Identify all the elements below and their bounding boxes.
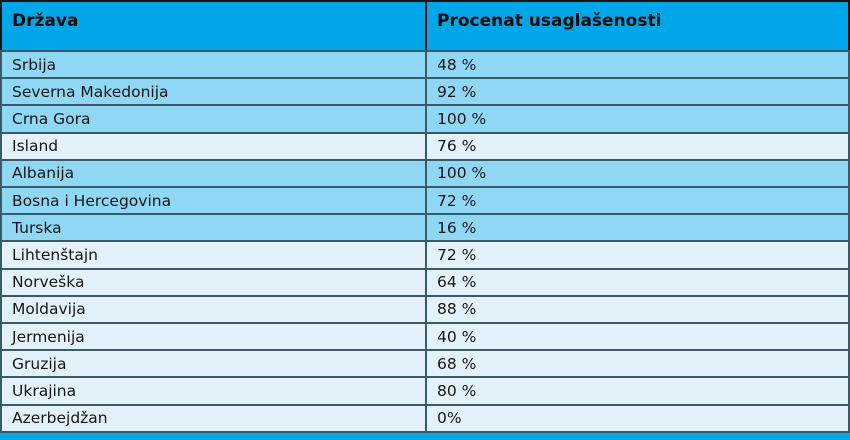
table-row: Island 76 %	[0, 131, 850, 161]
country-cell: Albanija	[0, 158, 427, 189]
table-row: Gruzija 68 %	[0, 349, 850, 379]
country-cell: Azerbejdžan	[0, 403, 427, 434]
header-row: Država Procenat usaglašenosti	[0, 0, 850, 52]
table-row: Severna Makedonija 92 %	[0, 77, 850, 107]
country-cell: Ukrajina	[0, 376, 427, 406]
country-cell: Jermenija	[0, 322, 427, 352]
percentage-cell: 92 %	[425, 77, 850, 107]
percentage-cell: 80 %	[425, 376, 850, 406]
country-cell: Moldavija	[0, 294, 427, 325]
percentage-cell: 100 %	[425, 158, 850, 189]
country-cell: Turska	[0, 213, 427, 243]
table-header: Država Procenat usaglašenosti	[0, 0, 850, 52]
table-row: Turska 16 %	[0, 213, 850, 243]
percentage-cell: 100 %	[425, 104, 850, 134]
country-cell: Bosna i Hercegovina	[0, 186, 427, 216]
country-cell: Severna Makedonija	[0, 77, 427, 107]
table-row: Norveška 64 %	[0, 267, 850, 297]
percentage-cell: 64 %	[425, 267, 850, 297]
percentage-cell: 72 %	[425, 186, 850, 216]
country-cell: Srbija	[0, 49, 427, 80]
table-row: Moldavija 88 %	[0, 294, 850, 325]
percentage-cell: 88 %	[425, 294, 850, 325]
column-header-percentage: Procenat usaglašenosti	[425, 0, 850, 52]
percentage-cell: 76 %	[425, 131, 850, 161]
country-cell: Lihtenštajn	[0, 240, 427, 270]
table-row: Albanija 100 %	[0, 158, 850, 189]
table-row: Crna Gora 100 %	[0, 104, 850, 134]
table-row: Ukrajina 80 %	[0, 376, 850, 406]
country-cell: Norveška	[0, 267, 427, 297]
table-row: Azerbejdžan 0%	[0, 403, 850, 434]
percentage-cell: 40 %	[425, 322, 850, 352]
percentage-cell: 68 %	[425, 349, 850, 379]
table-row: Lihtenštajn 72 %	[0, 240, 850, 270]
table-row: Srbija 48 %	[0, 49, 850, 80]
table-row: Bosna i Hercegovina 72 %	[0, 186, 850, 216]
column-header-country: Država	[0, 0, 427, 52]
country-cell: Island	[0, 131, 427, 161]
country-cell: Crna Gora	[0, 104, 427, 134]
percentage-cell: 0%	[425, 403, 850, 434]
table-row: Jermenija 40 %	[0, 322, 850, 352]
percentage-cell: 72 %	[425, 240, 850, 270]
table-bottom-strip	[0, 433, 850, 440]
country-cell: Gruzija	[0, 349, 427, 379]
percentage-cell: 48 %	[425, 49, 850, 80]
table-body: Srbija 48 % Severna Makedonija 92 % Crna Gor…	[0, 49, 850, 434]
percentage-cell: 16 %	[425, 213, 850, 243]
